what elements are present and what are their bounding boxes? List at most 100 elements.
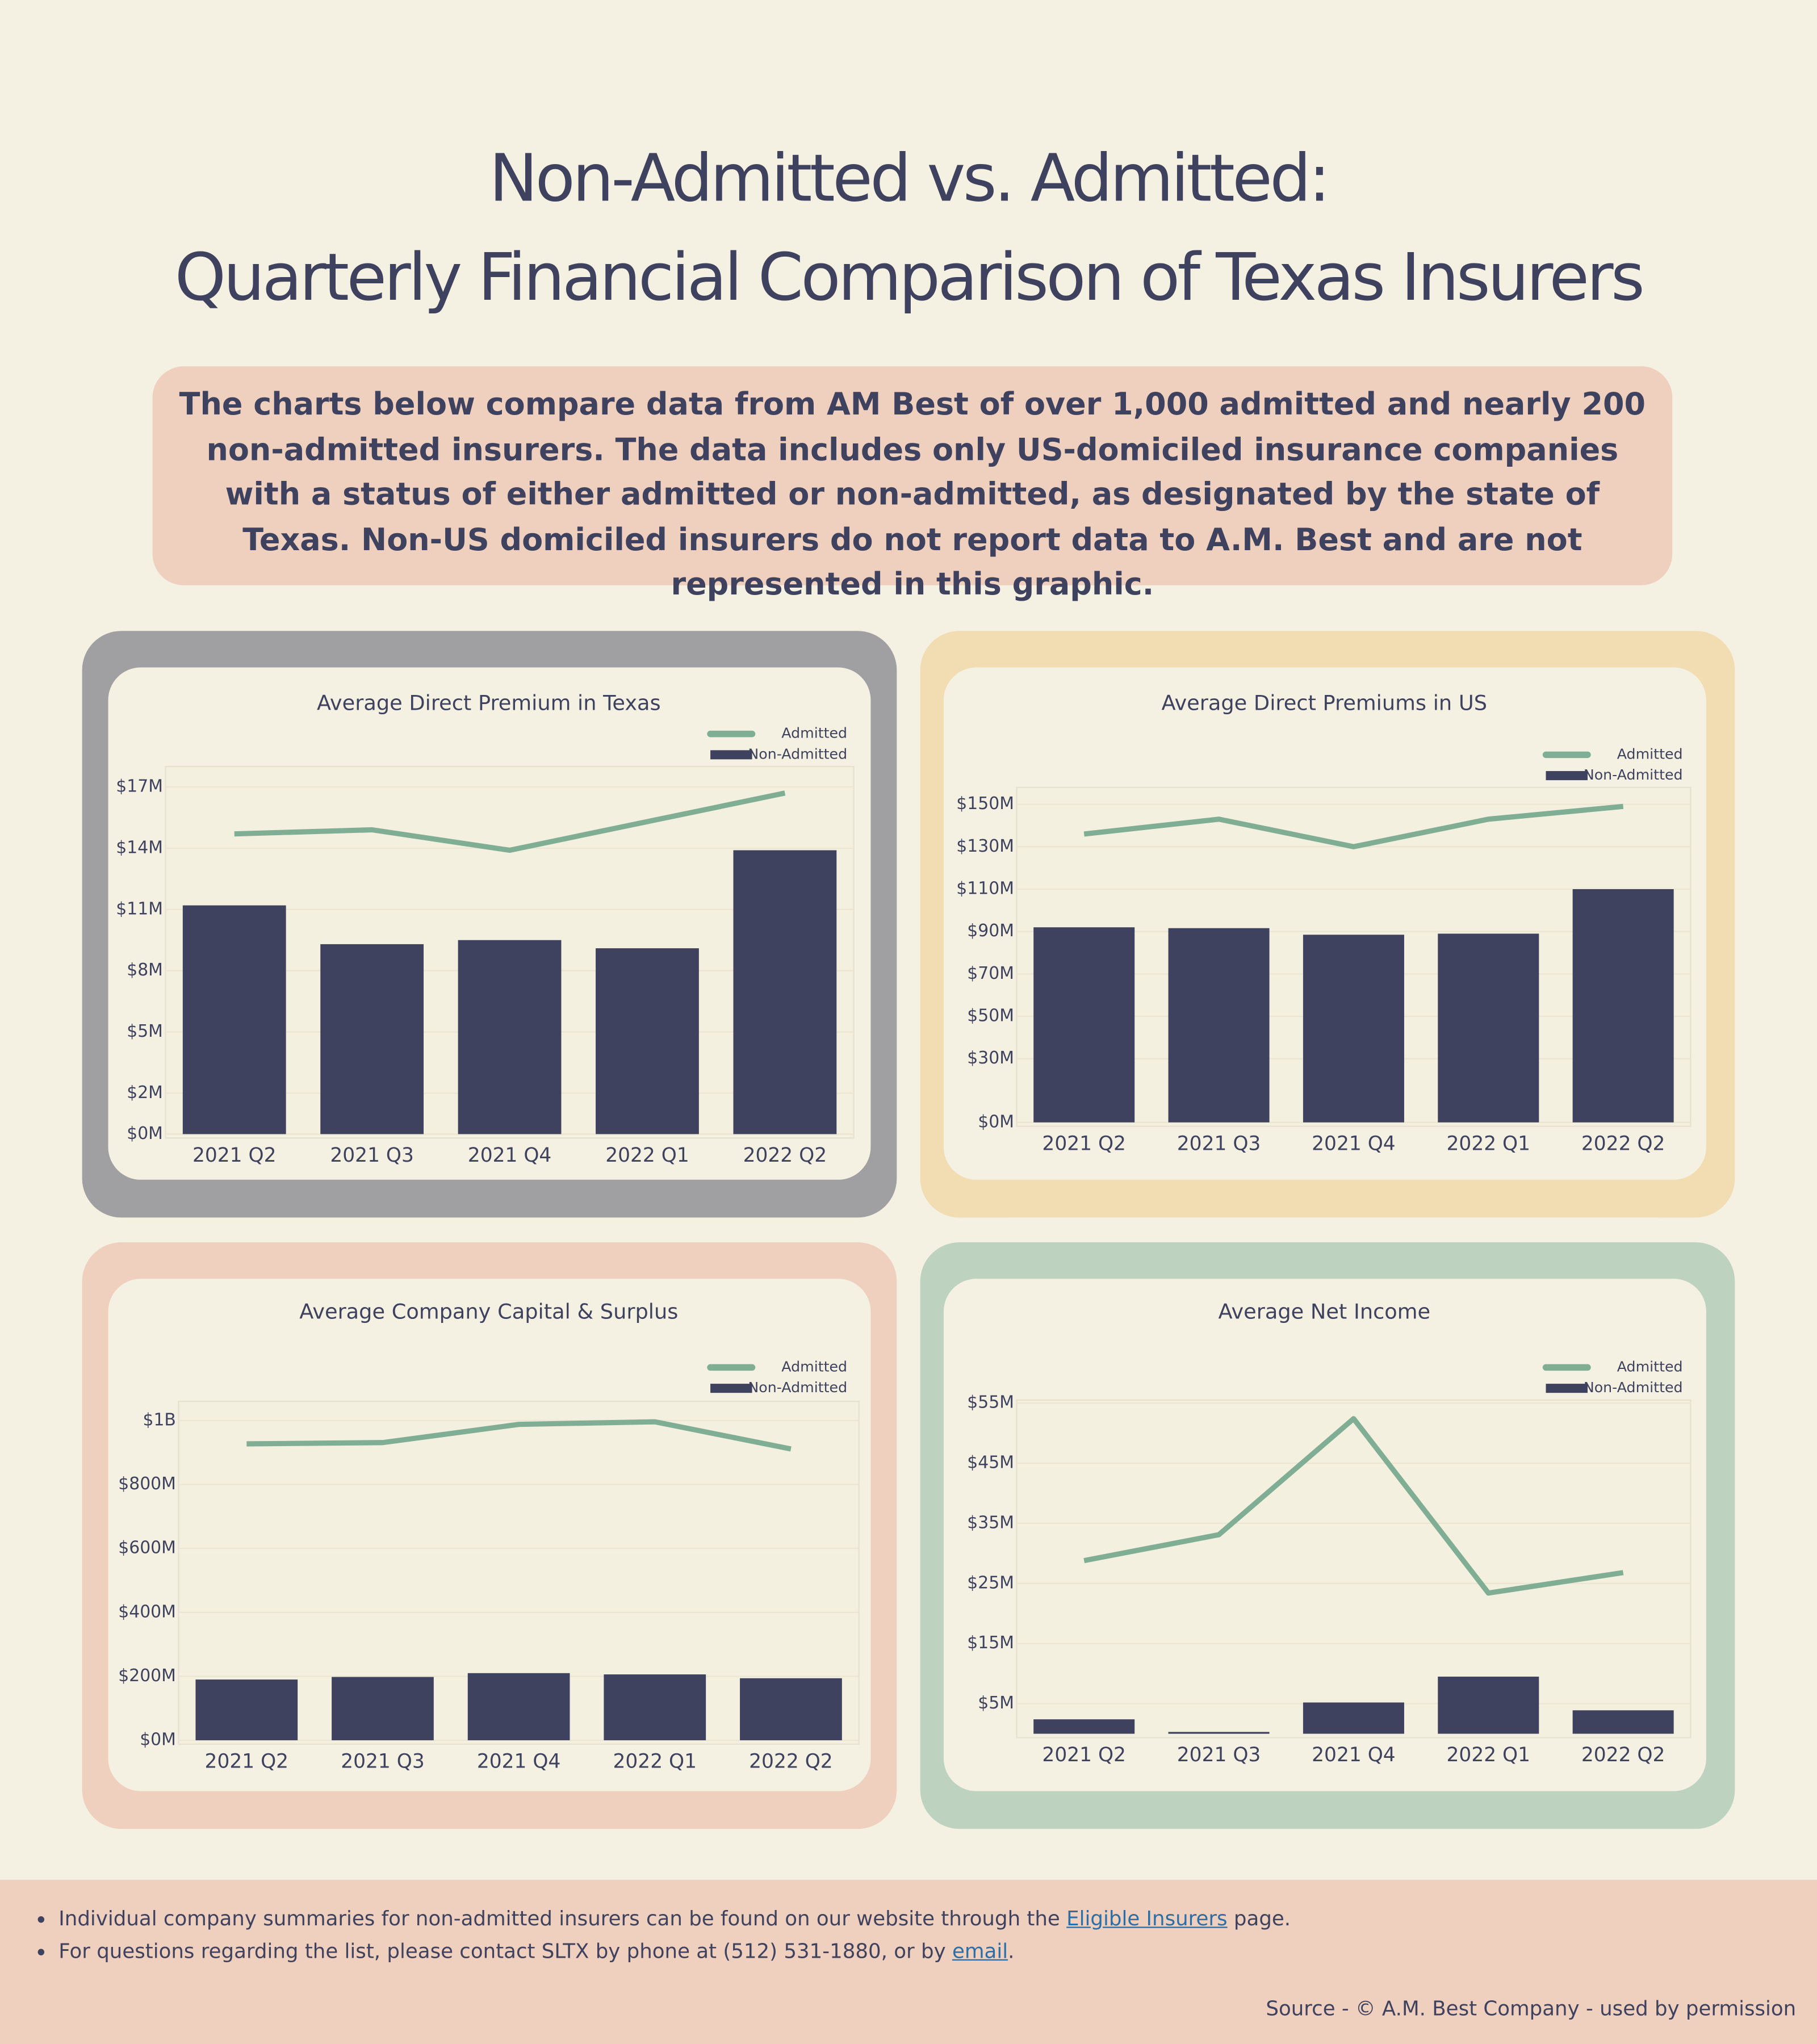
- chart-card: Average Company Capital & Surplus $0M $200…: [108, 1279, 871, 1791]
- intro: The charts below compare data from AM Be…: [152, 366, 1673, 602]
- legend-label: Admitted: [781, 725, 847, 742]
- line: [234, 790, 786, 853]
- chart: Average Direct Premiums in US $0M $30M $50M…: [956, 690, 1692, 1155]
- bar: [1438, 1676, 1539, 1734]
- legend-label: Admitted: [1617, 1358, 1683, 1375]
- source: Source - © A.M. Best Company - used by p…: [1266, 1997, 1797, 2021]
- legend-label: Admitted: [1617, 745, 1683, 762]
- x-tick-label: 2022 Q1: [613, 1750, 697, 1773]
- footer-text: Individual company summaries for non-adm…: [58, 1907, 1067, 1931]
- x-tick-label: 2022 Q1: [605, 1144, 689, 1167]
- bar: [1572, 1710, 1674, 1734]
- x-tick-label: 2022 Q1: [1447, 1744, 1531, 1766]
- y-tick-label: $2M: [127, 1083, 163, 1103]
- chart-title: Average Direct Premiums in US: [1162, 690, 1488, 715]
- x-tick-label: 2022 Q1: [1447, 1132, 1531, 1155]
- bar: [182, 905, 286, 1134]
- legend-label: Non-Admitted: [1584, 767, 1683, 783]
- legend-swatch: [710, 750, 752, 760]
- x-tick-label: 2021 Q3: [1177, 1744, 1261, 1766]
- chart: Average Net Income $5M $15M $25M $35M $45M $55…: [967, 1299, 1692, 1766]
- footer-text: .: [1008, 1940, 1015, 1963]
- y-tick-label: $70M: [967, 964, 1014, 983]
- bar: [1572, 889, 1674, 1122]
- y-tick-label: $0M: [978, 1112, 1014, 1132]
- y-tick-label: $55M: [967, 1393, 1014, 1413]
- legend-label: Non-Admitted: [748, 745, 847, 762]
- x-tick-label: 2021 Q3: [341, 1750, 425, 1773]
- y-tick-label: $17M: [116, 776, 163, 796]
- legend-swatch: [710, 1384, 752, 1393]
- y-tick-label: $25M: [967, 1573, 1014, 1593]
- footer-item: For questions regarding the list, please…: [58, 1936, 1291, 1968]
- y-tick-label: $8M: [127, 960, 163, 980]
- bar: [1033, 1719, 1135, 1734]
- y-tick-label: $600M: [118, 1538, 176, 1558]
- chart: Average Direct Premium in Texas $0M $2M $5M…: [116, 690, 855, 1167]
- line: [1083, 1416, 1624, 1596]
- legend-label: Admitted: [781, 1358, 847, 1375]
- y-tick-label: $800M: [118, 1474, 176, 1494]
- bar: [1168, 1732, 1270, 1734]
- bar: [1168, 928, 1270, 1122]
- legend-label: Non-Admitted: [1584, 1379, 1683, 1396]
- x-tick-label: 2021 Q4: [468, 1144, 552, 1167]
- bar: [467, 1673, 570, 1741]
- bar: [332, 1677, 434, 1741]
- bar: [458, 940, 562, 1134]
- x-tick-label: 2021 Q2: [1042, 1744, 1126, 1766]
- x-tick-label: 2021 Q3: [1177, 1132, 1261, 1155]
- link[interactable]: Eligible Insurers: [1066, 1907, 1228, 1931]
- y-tick-label: $110M: [956, 878, 1014, 898]
- title-line: Non-Admitted vs. Admitted:: [489, 140, 1330, 217]
- y-tick-label: $35M: [967, 1513, 1014, 1532]
- bar: [1438, 933, 1539, 1122]
- x-tick-label: 2022 Q2: [1581, 1744, 1665, 1766]
- footer-list: Individual company summaries for non-adm…: [0, 1903, 1291, 1968]
- chart-title: Average Direct Premium in Texas: [317, 690, 661, 715]
- y-tick-label: $1B: [143, 1410, 175, 1430]
- bar: [320, 944, 424, 1134]
- chart-title: Average Net Income: [1218, 1299, 1430, 1323]
- bar: [604, 1674, 706, 1741]
- y-tick-label: $5M: [978, 1693, 1014, 1713]
- y-tick-label: $0M: [127, 1124, 163, 1144]
- chart-card: Average Direct Premiums in US $0M $30M $50M…: [943, 667, 1706, 1180]
- bar: [596, 948, 699, 1134]
- bar: [1033, 927, 1135, 1122]
- chart: Average Company Capital & Surplus $0M $200…: [118, 1299, 860, 1773]
- x-tick-label: 2022 Q2: [1581, 1132, 1665, 1155]
- legend-swatch: [1546, 771, 1588, 781]
- legend-label: Non-Admitted: [748, 1379, 847, 1396]
- x-tick-label: 2021 Q2: [205, 1750, 289, 1773]
- y-tick-label: $11M: [116, 899, 163, 919]
- bar: [1303, 1702, 1404, 1734]
- y-tick-label: $45M: [967, 1453, 1014, 1473]
- chart-card: Average Net Income $5M $15M $25M $35M $45M $55…: [943, 1279, 1706, 1791]
- line: [1083, 803, 1624, 849]
- y-tick-label: $200M: [118, 1666, 176, 1686]
- y-tick-label: $400M: [118, 1602, 176, 1622]
- y-tick-label: $30M: [967, 1048, 1014, 1068]
- y-tick-label: $15M: [967, 1633, 1014, 1653]
- bar: [195, 1679, 298, 1741]
- bar: [733, 850, 837, 1134]
- x-tick-label: 2021 Q2: [1042, 1132, 1126, 1155]
- x-tick-label: 2021 Q3: [330, 1144, 414, 1167]
- bar: [740, 1678, 842, 1741]
- x-tick-label: 2021 Q4: [1312, 1744, 1396, 1766]
- footer-item: Individual company summaries for non-adm…: [58, 1903, 1291, 1936]
- link[interactable]: email: [952, 1940, 1008, 1963]
- x-tick-label: 2021 Q2: [192, 1144, 277, 1167]
- y-tick-label: $0M: [140, 1730, 176, 1750]
- bar: [1303, 935, 1404, 1122]
- y-tick-label: $90M: [967, 921, 1014, 941]
- y-tick-label: $150M: [956, 794, 1014, 814]
- y-tick-label: $5M: [127, 1021, 163, 1041]
- plot-area: [1016, 1399, 1692, 1739]
- title-line: Quarterly Financial Comparison of Texas …: [174, 240, 1645, 316]
- footer-text: page.: [1227, 1907, 1291, 1931]
- x-tick-label: 2021 Q4: [477, 1750, 561, 1773]
- line: [246, 1419, 792, 1452]
